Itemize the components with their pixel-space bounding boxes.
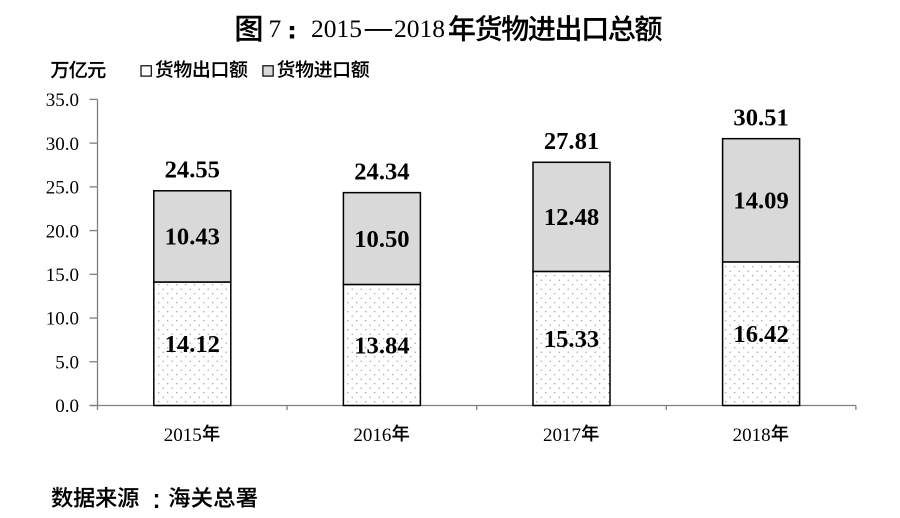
svg-text:2015: 2015	[164, 425, 202, 446]
svg-text:2016: 2016	[353, 425, 391, 446]
svg-text:27.81: 27.81	[544, 128, 599, 155]
svg-text:2018: 2018	[394, 14, 445, 43]
svg-text:14.09: 14.09	[733, 188, 788, 215]
svg-text:15.0: 15.0	[46, 265, 79, 286]
svg-text:10.50: 10.50	[354, 226, 409, 253]
svg-text:5.0: 5.0	[55, 352, 79, 373]
svg-text:16.42: 16.42	[733, 321, 788, 348]
svg-text:0.0: 0.0	[55, 396, 79, 417]
svg-text:30.51: 30.51	[733, 104, 788, 131]
svg-text:15.33: 15.33	[544, 326, 599, 353]
svg-text:24.34: 24.34	[354, 158, 409, 185]
svg-text:2018: 2018	[733, 425, 771, 446]
svg-text:10.43: 10.43	[165, 224, 220, 251]
svg-text:35.0: 35.0	[46, 90, 79, 111]
svg-text:25.0: 25.0	[46, 178, 79, 199]
svg-text:10.0: 10.0	[46, 309, 79, 330]
svg-text:7: 7	[269, 14, 282, 43]
svg-text:30.0: 30.0	[46, 134, 79, 155]
svg-text:13.84: 13.84	[354, 332, 409, 359]
svg-text:2015: 2015	[311, 14, 362, 43]
svg-text:12.48: 12.48	[544, 204, 599, 231]
svg-text:2017: 2017	[543, 425, 581, 446]
svg-text:24.55: 24.55	[165, 156, 220, 183]
svg-text:20.0: 20.0	[46, 221, 79, 242]
svg-text:14.12: 14.12	[165, 331, 220, 358]
